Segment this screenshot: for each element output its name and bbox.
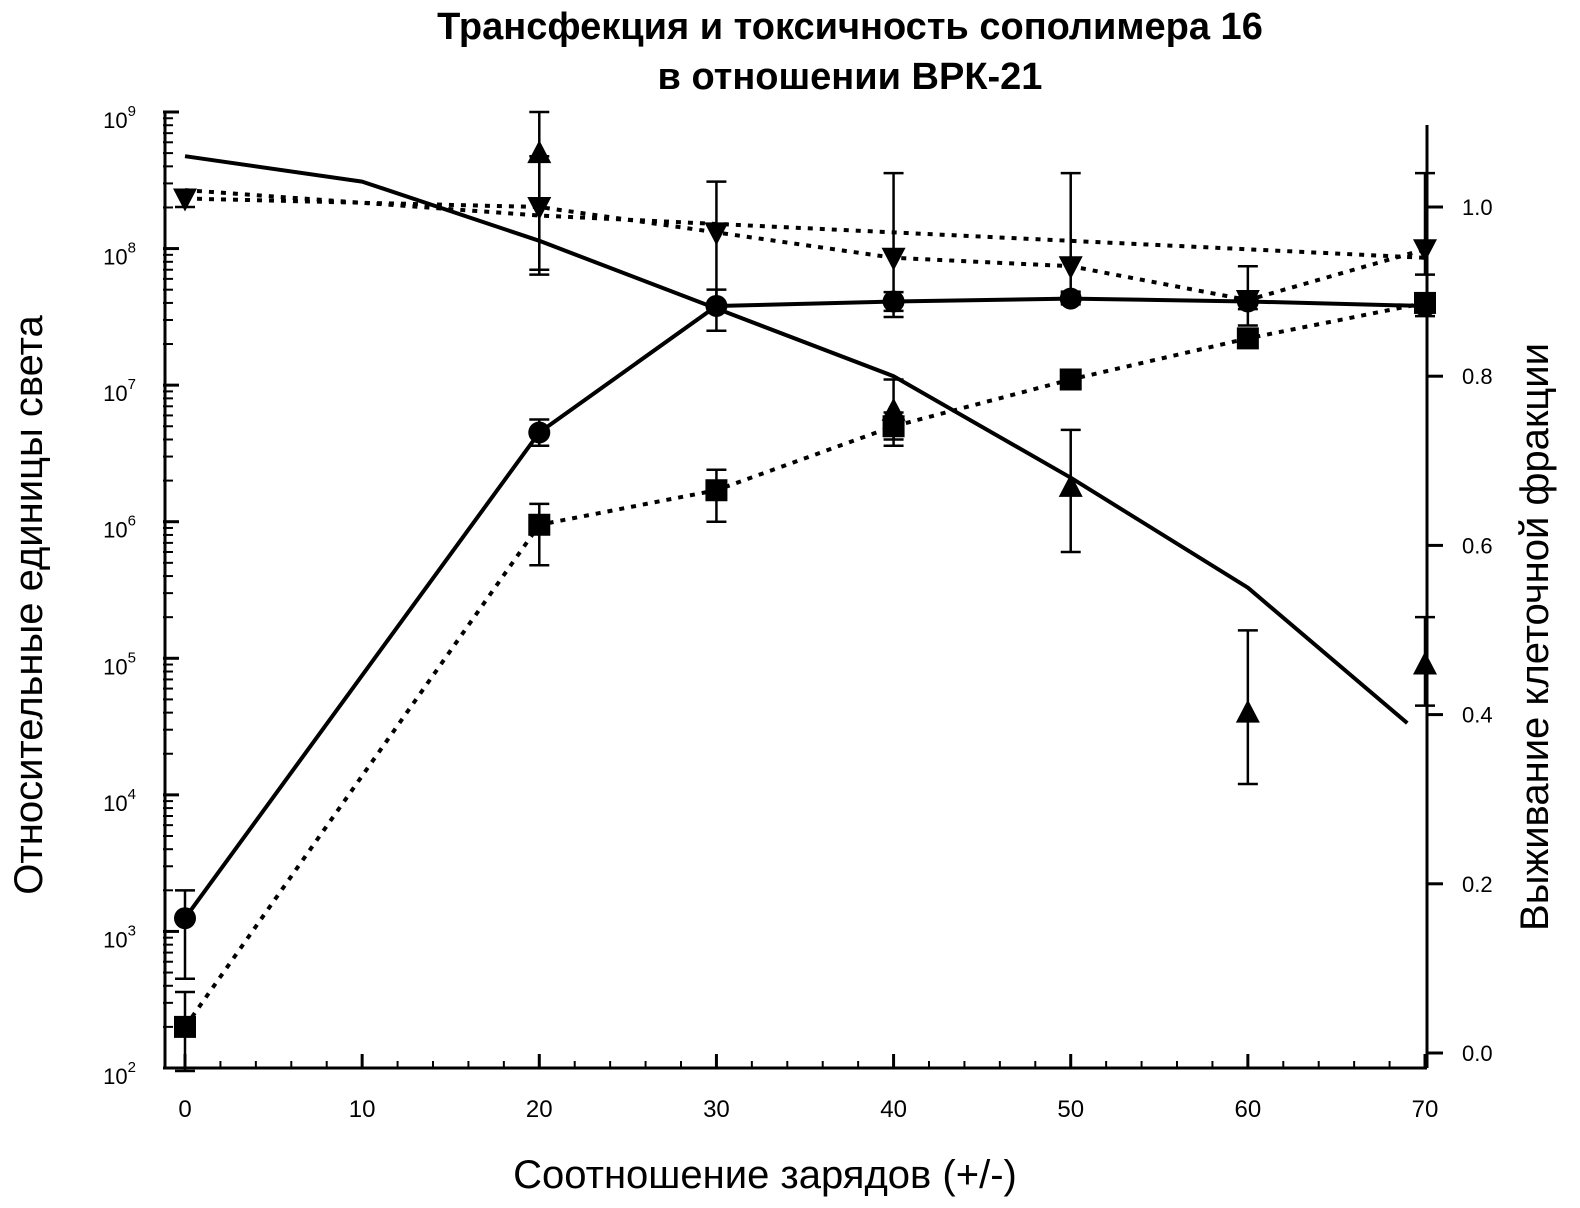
chart-curves <box>185 156 1425 723</box>
series-1-line <box>185 299 1425 919</box>
circle-marker <box>705 295 727 317</box>
fit-curve-1 <box>185 156 1407 723</box>
triangle-up-marker <box>882 398 906 421</box>
circle-marker <box>1060 288 1082 310</box>
triangle-up-marker <box>527 140 551 163</box>
triangle-up-marker <box>1236 700 1260 723</box>
chart-labels: Соотношение зарядов (+/-) Относительные … <box>7 103 1557 1197</box>
y-right-tick-label: 0.0 <box>1462 1041 1493 1066</box>
x-tick-label: 30 <box>703 1096 730 1123</box>
chart-series-lines <box>185 199 1425 1027</box>
triangle-up-marker <box>1059 474 1083 497</box>
y-left-tick-label: 106 <box>103 513 136 543</box>
triangle-down-marker <box>1413 239 1437 262</box>
y-axis-left-label: Относительные единицы света <box>7 315 51 895</box>
x-tick-label: 10 <box>349 1096 376 1123</box>
y-left-tick-label: 109 <box>103 103 136 133</box>
triangle-down-marker <box>1059 256 1083 279</box>
x-tick-label: 50 <box>1057 1096 1084 1123</box>
square-marker <box>1237 327 1259 349</box>
x-tick-label: 40 <box>880 1096 907 1123</box>
y-right-tick-label: 0.4 <box>1462 703 1493 728</box>
x-tick-label: 60 <box>1235 1096 1262 1123</box>
square-marker <box>528 514 550 536</box>
circle-marker <box>528 422 550 444</box>
chart-error-bars <box>175 112 1435 1071</box>
y-right-tick-label: 0.6 <box>1462 533 1493 558</box>
y-left-tick-label: 102 <box>103 1059 136 1089</box>
circle-marker <box>883 290 905 312</box>
y-right-tick-label: 1.0 <box>1462 195 1493 220</box>
x-axis-label: Соотношение зарядов (+/-) <box>513 1153 1017 1197</box>
square-marker <box>705 479 727 501</box>
x-tick-label: 70 <box>1412 1096 1439 1123</box>
y-left-tick-label: 105 <box>103 649 136 679</box>
y-left-tick-label: 107 <box>103 376 136 406</box>
x-tick-label: 20 <box>526 1096 553 1123</box>
y-right-tick-label: 0.8 <box>1462 364 1493 389</box>
series-4-line <box>185 199 1425 301</box>
fit-curve-2 <box>185 190 1425 258</box>
y-left-tick-label: 108 <box>103 240 136 270</box>
chart: Соотношение зарядов (+/-) Относительные … <box>0 0 1580 1208</box>
x-tick-label: 0 <box>178 1096 191 1123</box>
square-marker <box>1060 368 1082 390</box>
square-marker <box>174 1016 196 1038</box>
triangle-up-marker <box>1413 652 1437 675</box>
square-marker <box>1414 292 1436 314</box>
y-left-tick-label: 103 <box>103 922 136 952</box>
circle-marker <box>174 907 196 929</box>
y-axis-right-label: Выживание клеточной фракции <box>1513 343 1557 931</box>
y-left-tick-label: 104 <box>103 786 136 816</box>
y-right-tick-label: 0.2 <box>1462 872 1493 897</box>
